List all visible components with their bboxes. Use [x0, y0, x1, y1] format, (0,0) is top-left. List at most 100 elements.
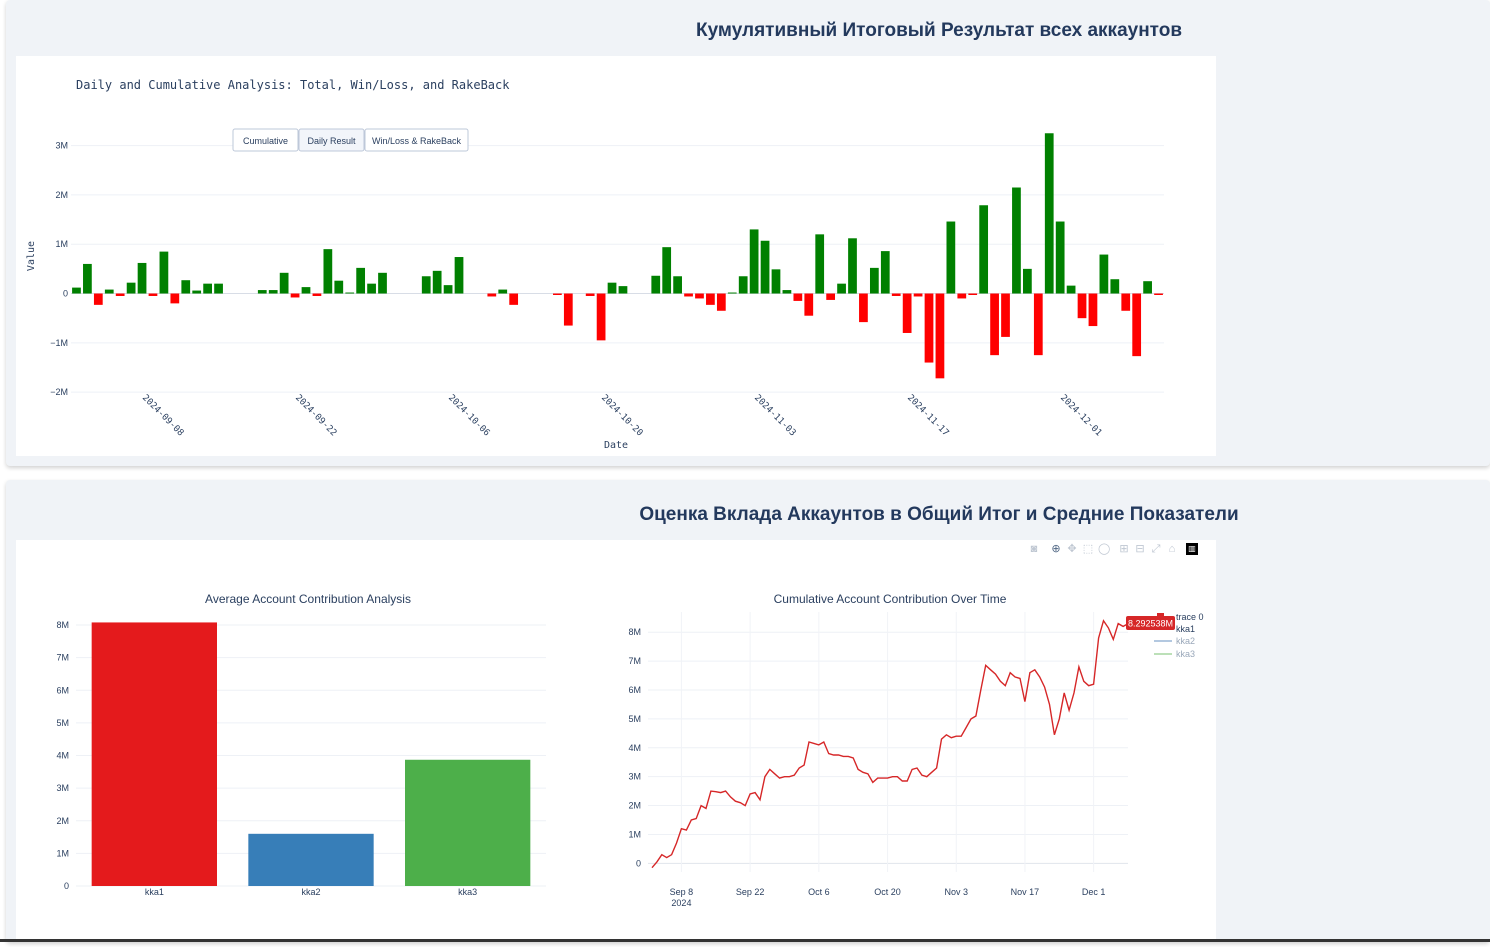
winloss-rakeback-button[interactable]: [364, 128, 469, 152]
box-select-icon[interactable]: ⬚: [1082, 543, 1094, 555]
cumulative-button-label[interactable]: Cumulative: [243, 136, 288, 146]
daily-bar[interactable]: [913, 293, 923, 297]
daily-bar[interactable]: [509, 293, 519, 305]
daily-bar[interactable]: [716, 293, 726, 311]
daily-bar[interactable]: [618, 286, 628, 294]
daily-bar[interactable]: [1023, 268, 1032, 294]
winloss-rakeback-button-label[interactable]: Win/Loss & RakeBack: [372, 136, 462, 146]
daily-analysis-chart[interactable]: Daily and Cumulative Analysis: Total, Wi…: [16, 56, 1216, 456]
daily-bar[interactable]: [1143, 281, 1152, 294]
daily-bar[interactable]: [1121, 293, 1131, 311]
camera-icon[interactable]: ◙: [1030, 543, 1038, 555]
daily-bar[interactable]: [585, 293, 595, 296]
daily-bar[interactable]: [815, 234, 825, 294]
legend-kka3[interactable]: kka3: [1176, 649, 1195, 659]
daily-bar[interactable]: [1077, 293, 1087, 319]
legend-kka2[interactable]: kka2: [1176, 636, 1195, 646]
daily-bar[interactable]: [869, 267, 879, 294]
daily-bar[interactable]: [684, 293, 693, 297]
daily-bar[interactable]: [378, 272, 387, 294]
daily-bar[interactable]: [1099, 254, 1109, 294]
zoom-in-icon[interactable]: ⊞: [1119, 543, 1129, 555]
daily-bar[interactable]: [443, 285, 453, 294]
daily-bar[interactable]: [148, 293, 158, 296]
daily-result-button[interactable]: [298, 128, 365, 152]
daily-bar[interactable]: [312, 293, 322, 296]
account-bar-kka2[interactable]: [248, 833, 374, 886]
daily-bar[interactable]: [93, 293, 103, 305]
daily-bar[interactable]: [432, 270, 442, 294]
autoscale-icon[interactable]: ⤢: [1151, 543, 1161, 555]
daily-bar[interactable]: [279, 272, 289, 294]
daily-bar[interactable]: [1110, 279, 1120, 294]
legend-kka1[interactable]: kka1: [1176, 624, 1195, 634]
account-bar-kka1[interactable]: [91, 622, 217, 886]
daily-bar[interactable]: [290, 293, 300, 298]
daily-bar[interactable]: [804, 293, 814, 316]
daily-bar[interactable]: [727, 292, 737, 294]
daily-bar[interactable]: [203, 283, 212, 294]
daily-bar[interactable]: [83, 263, 92, 294]
cumulative-button[interactable]: [232, 128, 299, 152]
daily-bar[interactable]: [498, 289, 508, 294]
legend-trace0[interactable]: trace 0: [1176, 612, 1204, 622]
daily-bar[interactable]: [115, 293, 125, 296]
plotly-logo-icon[interactable]: ▥: [1186, 543, 1198, 555]
daily-bar[interactable]: [1088, 293, 1098, 327]
zoom-out-icon[interactable]: ⊟: [1135, 543, 1145, 555]
zoom-icon[interactable]: ⊕: [1051, 543, 1061, 555]
daily-bar[interactable]: [345, 292, 355, 294]
daily-bar[interactable]: [334, 280, 344, 294]
daily-bar[interactable]: [1132, 293, 1142, 357]
reset-axes-icon[interactable]: ⌂: [1168, 543, 1176, 555]
view-buttons[interactable]: Cumulative Daily Result Win/Loss & RakeB…: [232, 128, 469, 152]
daily-bar[interactable]: [137, 262, 147, 294]
daily-bar[interactable]: [268, 290, 278, 294]
daily-bar[interactable]: [880, 251, 890, 294]
account-contribution-plot[interactable]: ◙ ⊕ ✥ ⬚ ◯ ⊞ ⊟ ⤢ ⌂ ▥ Average Account Cont…: [16, 540, 1216, 942]
contribution-charts[interactable]: Average Account Contribution Analysis 0 1…: [16, 540, 1216, 942]
daily-bar[interactable]: [848, 238, 857, 294]
daily-bar[interactable]: [421, 276, 431, 294]
daily-bar[interactable]: [1044, 133, 1054, 294]
daily-bar[interactable]: [837, 283, 846, 294]
daily-bar[interactable]: [1001, 293, 1010, 337]
daily-bar[interactable]: [793, 293, 803, 301]
daily-bar[interactable]: [859, 293, 868, 323]
daily-bar[interactable]: [968, 293, 978, 295]
daily-bar[interactable]: [662, 247, 672, 294]
daily-bar[interactable]: [1033, 293, 1043, 356]
daily-bar[interactable]: [1055, 221, 1065, 294]
daily-bar[interactable]: [891, 293, 901, 296]
daily-bar[interactable]: [367, 283, 376, 294]
daily-bar[interactable]: [979, 205, 989, 294]
daily-bar[interactable]: [126, 282, 136, 294]
daily-bar[interactable]: [563, 293, 573, 326]
daily-bar[interactable]: [760, 240, 770, 294]
account-bar-kka3[interactable]: [405, 759, 531, 886]
daily-bar[interactable]: [192, 290, 202, 294]
daily-result-button-label[interactable]: Daily Result: [307, 136, 356, 146]
daily-bar[interactable]: [170, 293, 180, 304]
account-bars[interactable]: [91, 622, 531, 886]
daily-bar[interactable]: [1012, 187, 1021, 294]
daily-bar[interactable]: [487, 293, 497, 297]
daily-bar[interactable]: [706, 293, 715, 305]
daily-bar[interactable]: [990, 293, 999, 356]
daily-bar[interactable]: [356, 267, 366, 294]
daily-bar[interactable]: [738, 276, 748, 294]
daily-bar[interactable]: [902, 293, 912, 333]
daily-bar[interactable]: [771, 269, 781, 294]
daily-bar[interactable]: [1154, 293, 1163, 295]
daily-bar[interactable]: [651, 275, 661, 294]
daily-bar[interactable]: [553, 293, 562, 295]
daily-bar[interactable]: [323, 249, 333, 294]
daily-bar[interactable]: [935, 293, 945, 379]
daily-bar[interactable]: [957, 293, 967, 299]
daily-bar[interactable]: [159, 251, 169, 294]
lasso-icon[interactable]: ◯: [1098, 543, 1111, 555]
daily-bar[interactable]: [782, 290, 792, 294]
daily-bar[interactable]: [1066, 285, 1076, 294]
pan-icon[interactable]: ✥: [1067, 543, 1077, 555]
daily-bar[interactable]: [673, 276, 682, 294]
